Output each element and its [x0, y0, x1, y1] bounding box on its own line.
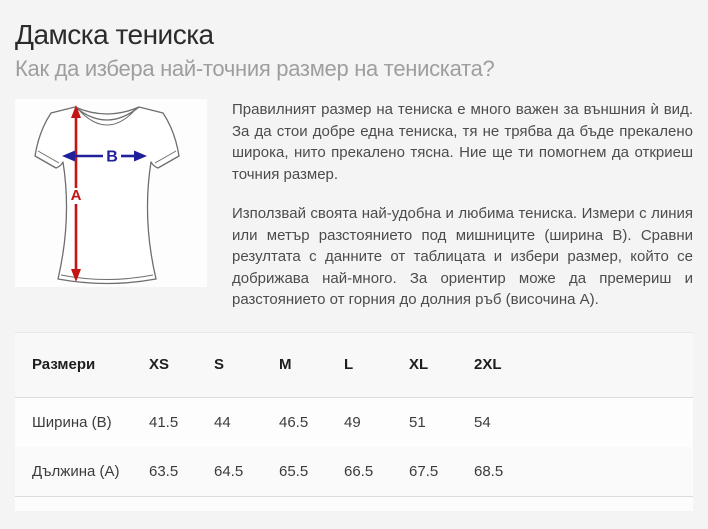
header-m: M — [262, 332, 327, 398]
header-xl: XL — [392, 332, 457, 398]
intro-text-column: Правилният размер на тениска е много важ… — [232, 99, 693, 311]
height-arrow-head-down — [71, 269, 81, 282]
width-arrow-head-right — [134, 150, 147, 162]
table-row-length: Дължина (A) 63.5 64.5 65.5 66.5 67.5 68.… — [15, 446, 693, 497]
intro-paragraph-1: Правилният размер на тениска е много важ… — [232, 101, 693, 183]
page-subtitle: Как да избера най-точния размер на тенис… — [15, 56, 495, 81]
table-row-width: Ширина (B) 41.5 44 46.5 49 51 54 — [15, 397, 693, 447]
width-label-b: B — [106, 149, 118, 166]
tshirt-diagram-svg: A B — [34, 105, 180, 285]
row-label-width: Ширина (B) — [32, 413, 112, 431]
width-arrow-head-left — [62, 150, 75, 162]
length-value-2xl: 68.5 — [457, 446, 693, 497]
header-sizes: Размери — [15, 332, 132, 398]
header-2xl: 2XL — [457, 332, 693, 398]
width-value-xl: 51 — [409, 413, 426, 431]
right-cuff-seam — [154, 150, 177, 164]
height-arrow-head-up — [71, 105, 81, 118]
width-value-l: 49 — [344, 413, 361, 431]
length-value-xl: 67.5 — [392, 446, 457, 497]
height-label-a: A — [71, 187, 82, 204]
length-value-xs: 63.5 — [132, 446, 197, 497]
intro-section: A B Правилният размер на тениска е много… — [15, 99, 693, 311]
length-value-s: 64.5 — [197, 446, 262, 497]
tshirt-measurement-diagram: A B — [15, 99, 207, 287]
tshirt-collar-outer — [74, 106, 140, 121]
width-value-m: 46.5 — [279, 413, 309, 431]
size-table-card: Размери XS S M L XL 2XL Ширина (B) 41.5 … — [15, 331, 693, 511]
width-value-s: 44 — [214, 413, 231, 431]
header-l: L — [327, 332, 392, 398]
hem-seam — [60, 274, 154, 280]
tshirt-collar-seam — [77, 108, 137, 126]
size-table: Размери XS S M L XL 2XL Ширина (B) 41.5 … — [15, 332, 693, 497]
left-cuff-seam — [37, 150, 60, 164]
height-arrow-a: A — [71, 105, 82, 282]
tshirt-outline — [34, 106, 180, 285]
header-xs: XS — [132, 332, 197, 398]
row-label-length: Дължина (A) — [15, 446, 132, 497]
intro-paragraph-2: Използвай своята най-удобна и любима тен… — [232, 205, 693, 308]
header-s: S — [197, 332, 262, 398]
length-value-l: 66.5 — [327, 446, 392, 497]
width-arrow-b: B — [62, 149, 147, 166]
width-value-xs: 41.5 — [149, 413, 179, 431]
size-table-header-row: Размери XS S M L XL 2XL — [15, 332, 693, 398]
page-title: Дамска тениска — [15, 19, 214, 50]
length-value-m: 65.5 — [262, 446, 327, 497]
width-value-2xl: 54 — [474, 413, 491, 431]
